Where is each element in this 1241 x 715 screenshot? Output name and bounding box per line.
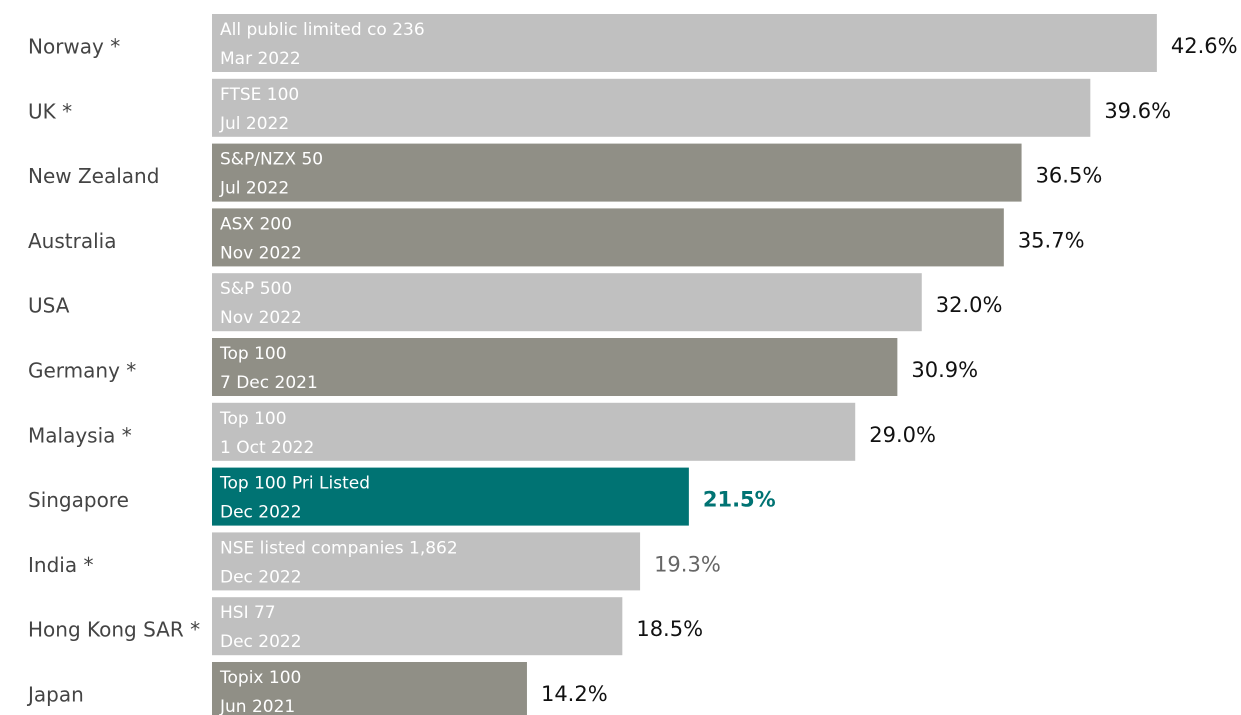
- value-label: 18.5%: [636, 617, 703, 641]
- bar: [212, 402, 856, 461]
- value-label: 30.9%: [911, 358, 978, 382]
- bar-note: Top 100 Pri Listed: [219, 474, 370, 494]
- bar-note: Dec 2022: [220, 567, 302, 587]
- value-label: 29.0%: [869, 423, 936, 447]
- bar-note: 7 Dec 2021: [220, 373, 318, 393]
- value-label: 35.7%: [1018, 228, 1085, 252]
- bar-note: 1 Oct 2022: [220, 438, 314, 458]
- bar-note: Jul 2022: [219, 179, 289, 199]
- bar: [212, 662, 527, 715]
- category-label: Norway *: [28, 35, 120, 59]
- value-label: 19.3%: [654, 552, 721, 576]
- bar-note: HSI 77: [220, 603, 276, 623]
- bar: [212, 78, 1091, 137]
- bar-note: Dec 2022: [220, 503, 302, 523]
- category-label: Malaysia *: [28, 423, 132, 447]
- bar: [212, 208, 1004, 267]
- bar: [212, 467, 689, 526]
- category-label: Singapore: [28, 488, 129, 512]
- bar: [212, 14, 1157, 72]
- category-label: Australia: [28, 229, 116, 253]
- value-label: 36.5%: [1036, 164, 1103, 188]
- bar-note: ASX 200: [220, 214, 292, 234]
- category-label: UK *: [28, 99, 72, 123]
- category-label: India *: [28, 553, 93, 577]
- bar-note: Top 100: [219, 409, 287, 429]
- category-label: New Zealand: [28, 164, 159, 188]
- bar-note: Top 100: [219, 344, 287, 364]
- bar: [212, 597, 623, 656]
- bar-note: Nov 2022: [220, 308, 302, 328]
- bar-note: Topix 100: [219, 668, 301, 688]
- bar-note: All public limited co 236: [220, 20, 425, 40]
- bar-note: Mar 2022: [220, 49, 301, 69]
- bar-note: Nov 2022: [220, 243, 302, 263]
- category-label: USA: [28, 294, 70, 318]
- value-label: 32.0%: [936, 293, 1003, 317]
- value-label: 21.5%: [703, 488, 776, 512]
- bar-note: Dec 2022: [220, 632, 302, 652]
- category-label: Japan: [26, 683, 84, 707]
- bar: [212, 143, 1022, 202]
- bar: [212, 532, 641, 591]
- bar-note: FTSE 100: [220, 85, 299, 105]
- category-label: Germany *: [28, 359, 136, 383]
- value-label: 39.6%: [1104, 99, 1171, 123]
- bar-note: Jul 2022: [219, 114, 289, 134]
- value-label: 42.6%: [1171, 34, 1238, 58]
- category-label: Hong Kong SAR *: [28, 618, 200, 642]
- bar-note: Jun 2021: [219, 697, 295, 715]
- bar: [212, 273, 922, 332]
- bar-note: S&P/NZX 50: [220, 150, 323, 170]
- bar-note: NSE listed companies 1,862: [220, 538, 458, 558]
- bar-note: S&P 500: [220, 279, 292, 299]
- value-label: 14.2%: [541, 682, 608, 706]
- bar: [212, 338, 898, 396]
